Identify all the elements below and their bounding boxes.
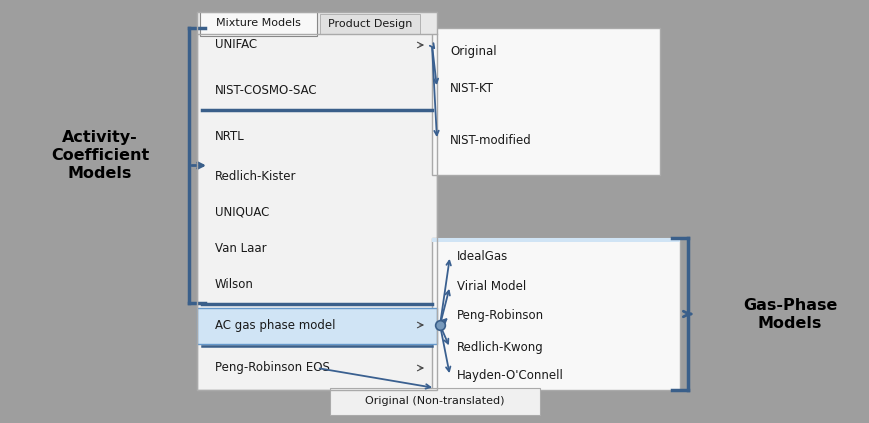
Text: Peng-Robinson: Peng-Robinson — [457, 310, 544, 322]
Bar — [432, 238, 680, 390]
Text: Mixture Models: Mixture Models — [216, 18, 301, 28]
Bar — [197, 308, 437, 344]
Text: AC gas phase model: AC gas phase model — [215, 319, 335, 332]
Text: NIST-modified: NIST-modified — [450, 134, 532, 146]
Bar — [432, 28, 660, 175]
Text: UNIFAC: UNIFAC — [215, 38, 257, 52]
Bar — [200, 12, 317, 36]
Bar — [197, 12, 437, 390]
Text: Original (Non-translated): Original (Non-translated) — [365, 396, 505, 407]
Text: Van Laar: Van Laar — [215, 242, 267, 255]
Text: NRTL: NRTL — [215, 131, 245, 143]
Text: NIST-COSMO-SAC: NIST-COSMO-SAC — [215, 83, 318, 96]
Text: Activity-
Coefficient
Models: Activity- Coefficient Models — [51, 130, 149, 181]
Text: Virial Model: Virial Model — [457, 280, 527, 292]
Text: Hayden-O'Connell: Hayden-O'Connell — [457, 370, 564, 382]
Text: NIST-KT: NIST-KT — [450, 82, 494, 94]
Bar — [197, 12, 437, 34]
Text: Peng-Robinson EOS: Peng-Robinson EOS — [215, 362, 330, 374]
Bar — [320, 14, 420, 34]
Bar — [330, 388, 540, 415]
Text: Wilson: Wilson — [215, 278, 254, 291]
Bar — [432, 238, 680, 242]
Text: UNIQUAC: UNIQUAC — [215, 206, 269, 219]
Text: Redlich-Kwong: Redlich-Kwong — [457, 341, 544, 354]
Text: Product Design: Product Design — [328, 19, 412, 29]
Text: Redlich-Kister: Redlich-Kister — [215, 170, 296, 182]
Text: Original: Original — [450, 46, 496, 58]
Text: Gas-Phase
Models: Gas-Phase Models — [743, 297, 837, 330]
Text: IdealGas: IdealGas — [457, 250, 508, 263]
Bar — [197, 12, 437, 390]
